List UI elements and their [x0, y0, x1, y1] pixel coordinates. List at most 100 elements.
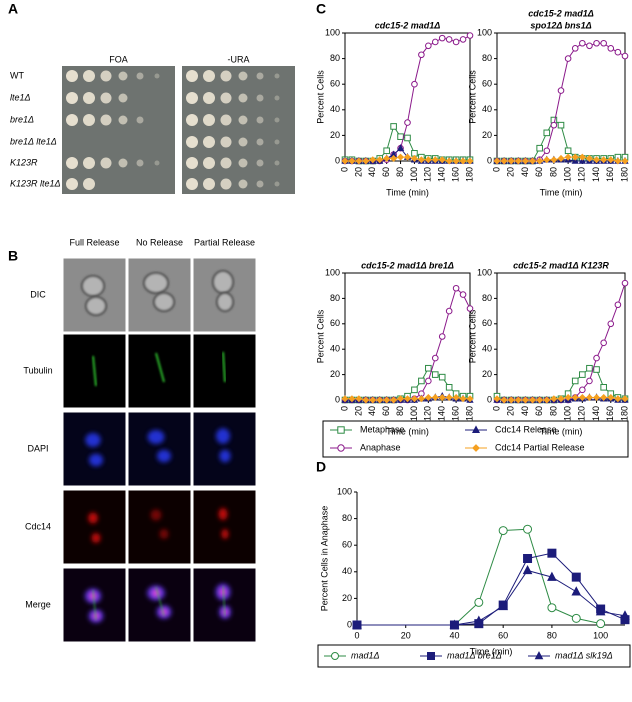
- data-point: [600, 384, 607, 391]
- micrograph: [127, 567, 192, 643]
- y-tick-label: 20: [482, 130, 492, 140]
- y-tick-label: 80: [330, 293, 340, 303]
- y-tick-label: 80: [330, 53, 340, 63]
- data-point: [564, 147, 572, 155]
- spindle: [222, 351, 226, 383]
- data-point: [534, 651, 544, 660]
- data-point: [500, 157, 508, 165]
- x-tick-label: 60: [498, 630, 508, 640]
- micrograph: [192, 567, 257, 643]
- data-point: [445, 384, 453, 391]
- micrograph: [62, 411, 127, 487]
- plate: [62, 66, 175, 194]
- yeast-spot: [83, 92, 95, 104]
- yeast-spot: [118, 158, 128, 168]
- data-point: [547, 603, 557, 613]
- x-tick-label: 0: [354, 630, 359, 640]
- spindle: [222, 585, 226, 617]
- dapi-signal: [85, 433, 101, 447]
- yeast-spot: [186, 136, 198, 148]
- x-tick-label: 160: [605, 167, 615, 182]
- data-point: [578, 153, 586, 161]
- data-point: [438, 156, 446, 164]
- data-point: [471, 425, 481, 434]
- y-axis-label: Percent Cells: [315, 309, 325, 363]
- data-point: [418, 51, 425, 59]
- yeast-spot: [238, 93, 248, 103]
- data-point: [352, 619, 362, 629]
- data-point: [341, 157, 349, 165]
- yeast-spot: [83, 70, 95, 82]
- yeast-spot: [118, 71, 128, 81]
- data-point: [383, 396, 391, 404]
- data-point: [571, 45, 579, 52]
- data-point: [493, 157, 501, 165]
- column-label: Partial Release: [194, 237, 255, 247]
- data-point: [396, 144, 405, 151]
- data-point: [607, 393, 615, 401]
- panel-label: D: [316, 459, 326, 475]
- x-tick-label: 120: [577, 167, 587, 182]
- data-point: [425, 364, 432, 372]
- data-point: [578, 393, 586, 401]
- x-tick-label: 140: [437, 167, 447, 182]
- cdc14-signal: [159, 529, 169, 539]
- legend-label: mad1Δ slk19Δ: [555, 650, 613, 660]
- data-point: [514, 157, 522, 165]
- data-point: [473, 615, 484, 625]
- x-tick-label: 100: [562, 406, 572, 421]
- data-point: [403, 153, 412, 161]
- data-point: [459, 291, 467, 298]
- x-tick-label: 100: [409, 406, 419, 421]
- y-tick-label: 60: [330, 318, 340, 328]
- cell-outline: [143, 272, 169, 294]
- x-tick-label: 80: [548, 167, 558, 177]
- data-point: [362, 157, 370, 165]
- data-point: [445, 36, 453, 43]
- yeast-spot: [154, 73, 160, 79]
- x-tick-label: 160: [450, 406, 460, 421]
- chart-title: spo12Δ bns1Δ: [530, 20, 591, 30]
- yeast-spot: [220, 92, 232, 104]
- yeast-spot: [203, 136, 215, 148]
- x-tick-label: 120: [423, 406, 433, 421]
- data-point: [466, 305, 474, 312]
- data-point: [564, 55, 572, 62]
- panel-label: C: [316, 1, 326, 17]
- data-point: [449, 619, 460, 629]
- yeast-spot: [274, 117, 280, 123]
- data-point: [348, 157, 356, 165]
- x-tick-label: 40: [367, 167, 377, 177]
- yeast-spot: [256, 116, 264, 124]
- yeast-spot: [118, 115, 128, 125]
- legend-label: Anaphase: [360, 442, 401, 452]
- data-point: [593, 366, 600, 373]
- data-point: [579, 386, 586, 394]
- y-tick-label: 100: [337, 486, 352, 496]
- data-point: [571, 586, 582, 596]
- data-point: [424, 156, 432, 164]
- data-point: [431, 393, 439, 401]
- data-point: [410, 395, 418, 403]
- data-point: [411, 386, 418, 394]
- micrograph: [127, 333, 192, 409]
- micrograph: [127, 489, 192, 565]
- y-axis-label: Percent Cells: [315, 70, 325, 124]
- x-tick-label: 140: [437, 406, 447, 421]
- legend-label: Cdc14 Release: [495, 424, 557, 434]
- strain-label: WT: [10, 70, 24, 80]
- yeast-spot: [220, 178, 232, 190]
- data-point: [550, 395, 558, 403]
- data-point: [411, 80, 418, 88]
- data-point: [466, 395, 474, 403]
- data-point: [621, 157, 629, 165]
- yeast-spot: [154, 160, 160, 166]
- legend-label: mad1Δ: [351, 650, 380, 660]
- row-label: DIC: [30, 289, 46, 299]
- plate-label: -URA: [228, 54, 250, 64]
- cell-outline: [216, 292, 234, 312]
- yeast-spot: [186, 70, 198, 82]
- y-tick-label: 60: [330, 79, 340, 89]
- data-point: [425, 42, 432, 50]
- row-label: Merge: [25, 599, 51, 609]
